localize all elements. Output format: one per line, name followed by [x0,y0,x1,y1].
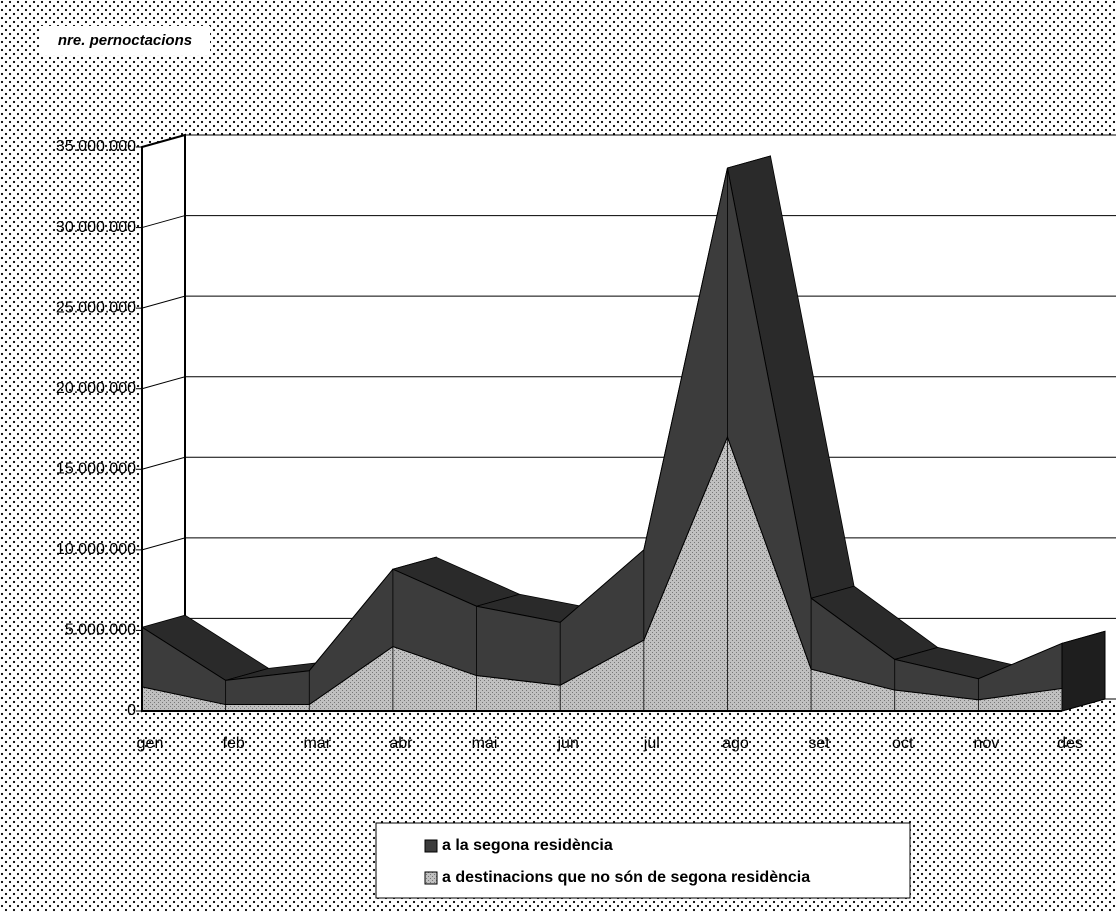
x-tick-label: jun [557,735,579,752]
y-tick-label: 20.000.000 [56,380,136,397]
legend-swatch [424,871,438,885]
y-tick-label: 5.000.000 [65,622,136,639]
x-tick-label: set [808,735,830,752]
x-tick-label: mar [303,735,331,752]
grid-line [141,376,1116,390]
y-tick-label: 30.000.000 [56,219,136,236]
x-tick-label: abr [389,735,413,752]
x-tick-label: des [1057,735,1083,752]
y-tick-label: 25.000.000 [56,299,136,316]
x-tick-label: oct [892,735,914,752]
x-tick-label: feb [223,735,245,752]
x-tick-label: jul [643,735,660,752]
y-tick-label: 35.000.000 [56,138,136,155]
grid-line [141,134,1116,148]
x-tick-label: nov [973,735,999,752]
y-tick-label: 0 [127,702,136,719]
x-tick-label: ago [722,735,749,752]
grid-line [141,215,1116,229]
grid-line [141,295,1116,309]
legend-label: a destinacions que no són de segona resi… [442,869,810,886]
x-tick-label: mai [472,735,498,752]
legend-swatch [424,839,438,853]
y-tick-label: 15.000.000 [56,461,136,478]
y-axis-title: nre. pernoctacions [40,26,210,55]
y-tick-label: 10.000.000 [56,541,136,558]
legend [375,822,911,899]
end-face [1061,630,1106,712]
x-tick-label: gen [137,735,164,752]
legend-label: a la segona residència [442,837,613,854]
